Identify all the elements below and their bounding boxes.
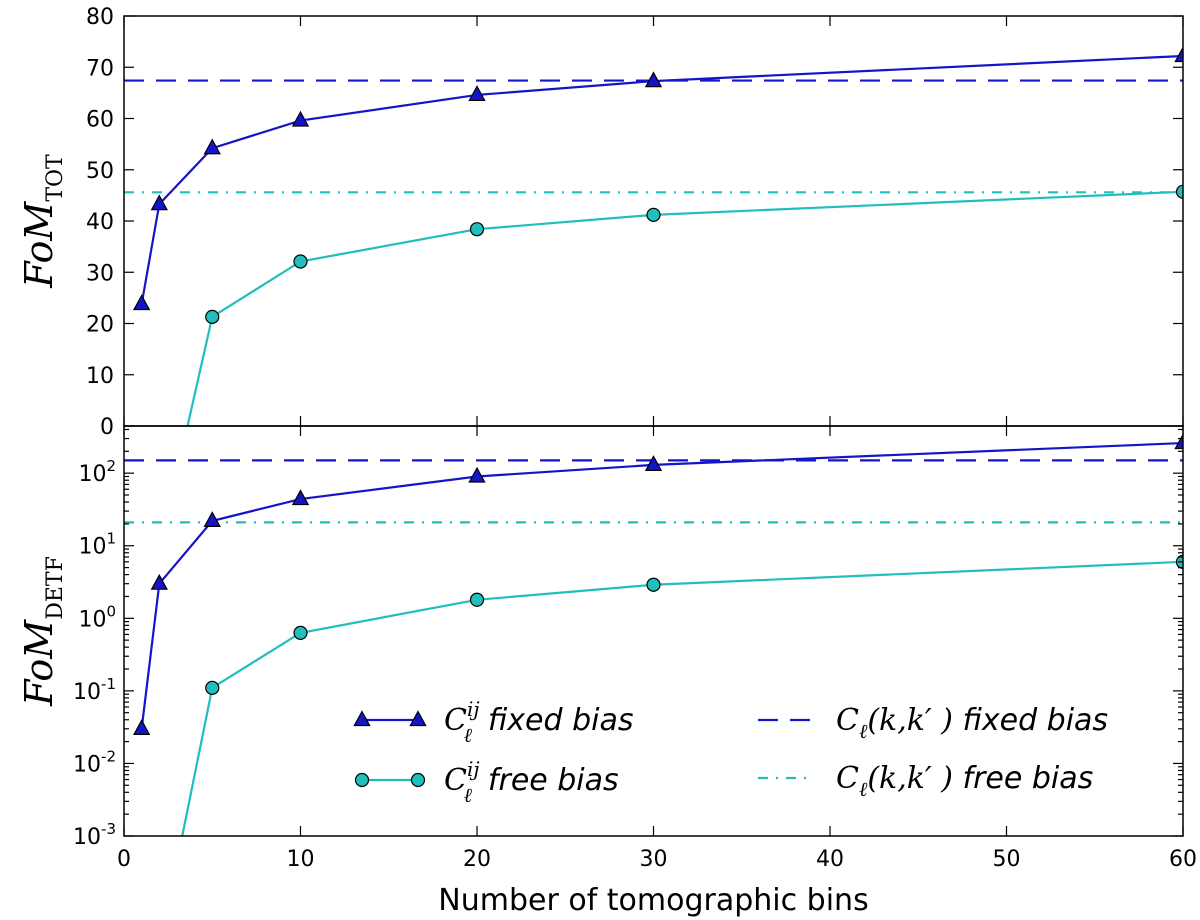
y-axis-label-sub: DETF	[43, 556, 68, 620]
fixed-point	[203, 138, 221, 155]
free-point	[205, 680, 220, 695]
legend-free-marker	[410, 772, 426, 788]
free-point	[205, 309, 220, 324]
fixed-point	[150, 573, 168, 590]
free-point	[293, 625, 308, 640]
x-tick-label: 20	[463, 847, 491, 872]
legend-text: free bias	[488, 763, 619, 798]
y-tick-label: 50	[86, 159, 114, 184]
y-tick-label: 80	[86, 5, 114, 30]
free-point	[1175, 184, 1183, 199]
legend-text: fixed bias	[488, 703, 634, 738]
legend-math: C	[444, 763, 467, 798]
legend-fixed-marker	[353, 710, 371, 727]
y-tick-label: 10-3	[73, 820, 116, 850]
y-tick-base: 10	[78, 607, 106, 632]
legend-fixed-ref-label: Cℓ(k,k′ ) fixed bias	[836, 703, 1108, 743]
y-axis-label: FoMTOT	[17, 154, 68, 289]
legend-sub: ℓ	[859, 719, 868, 743]
y-tick-exp: -1	[101, 675, 116, 693]
legend-fixed-marker	[409, 710, 427, 727]
y-tick-label: 40	[86, 210, 114, 235]
fixed-point	[203, 511, 221, 528]
y-tick-label: 0	[100, 415, 114, 440]
y-tick-base: 10	[73, 752, 101, 777]
legend-free-marker	[354, 772, 370, 788]
top-panel: 0 10 20 30 40 50 60 70 80 FoMTOT	[17, 5, 1184, 440]
fixed-point	[132, 719, 151, 735]
fixed-point	[644, 71, 663, 88]
plot-area-bottom	[124, 433, 1183, 836]
y-axis-label-sub: TOT	[43, 154, 68, 202]
x-tick-label: 40	[816, 847, 844, 872]
y-tick-exp: 2	[106, 457, 116, 475]
fixed-point	[468, 85, 486, 102]
plot-area-top	[124, 46, 1183, 426]
y-tick-base: 10	[78, 462, 106, 487]
legend-free-ref-label: Cℓ(k,k′ ) free bias	[836, 761, 1093, 801]
fixed-point	[291, 110, 310, 127]
y-tick-label: 60	[86, 108, 114, 133]
legend-sub: ℓ	[464, 723, 473, 747]
y-tick-label: 10	[86, 364, 114, 389]
x-tick-label: 30	[640, 847, 668, 872]
fixed-point	[1174, 46, 1183, 63]
y-axis-label-main: FoM	[17, 201, 61, 289]
legend-math: C	[444, 703, 467, 738]
free-series-line	[186, 190, 1183, 426]
y-tick-exp: -2	[101, 747, 116, 765]
fixed-point	[150, 194, 168, 211]
legend-math: C	[836, 761, 859, 796]
y-tick-label: 10-1	[73, 675, 116, 705]
fixed-point	[132, 294, 151, 311]
x-tick-label: 50	[993, 847, 1021, 872]
free-point	[469, 592, 485, 607]
x-axis-label: Number of tomographic bins	[438, 883, 868, 918]
y-tick-exp: -3	[101, 820, 116, 838]
free-series-line	[181, 560, 1183, 836]
y-tick-label: 100	[78, 602, 116, 632]
legend-sup: ij	[467, 697, 480, 721]
x-tick-label: 0	[117, 847, 131, 872]
free-point	[293, 254, 308, 269]
y-tick-label: 102	[78, 457, 116, 487]
y-tick-label: 20	[86, 313, 114, 338]
y-tick-label: 30	[86, 261, 114, 286]
legend-fixed-label: Cij ℓ fixed bias	[444, 697, 633, 747]
legend-math: C	[836, 703, 859, 738]
y-tick-base: 10	[78, 535, 106, 560]
y-tick-base: 10	[73, 680, 101, 705]
legend-args: (k,k′ )	[867, 703, 953, 738]
y-axis-label-main: FoM	[17, 619, 61, 707]
legend-sub: ℓ	[464, 783, 473, 807]
y-tick-base: 10	[73, 825, 101, 850]
fixed-point	[644, 455, 663, 472]
y-tick-label: 70	[86, 56, 114, 81]
x-tick-label: 10	[287, 847, 315, 872]
y-tick-exp: 1	[106, 530, 116, 548]
free-point	[646, 207, 661, 222]
free-point	[646, 577, 661, 592]
y-axis-label: FoMDETF	[17, 556, 68, 707]
free-point	[469, 222, 485, 237]
legend-sup: ij	[467, 757, 480, 781]
x-tick-label: 60	[1169, 847, 1197, 872]
fixed-point	[291, 489, 310, 506]
legend-text: fixed bias	[953, 703, 1108, 738]
fixed-point	[468, 466, 486, 483]
y-tick-exp: 0	[106, 602, 116, 620]
y-tick-label: 10-2	[73, 747, 116, 777]
legend-args: (k,k′ )	[867, 761, 953, 796]
legend-text: free bias	[953, 761, 1093, 796]
legend-free-label: Cij ℓ free bias	[444, 757, 619, 807]
fixed-series-line	[140, 441, 1183, 729]
y-tick-label: 101	[78, 530, 116, 560]
legend-sub: ℓ	[859, 777, 868, 801]
